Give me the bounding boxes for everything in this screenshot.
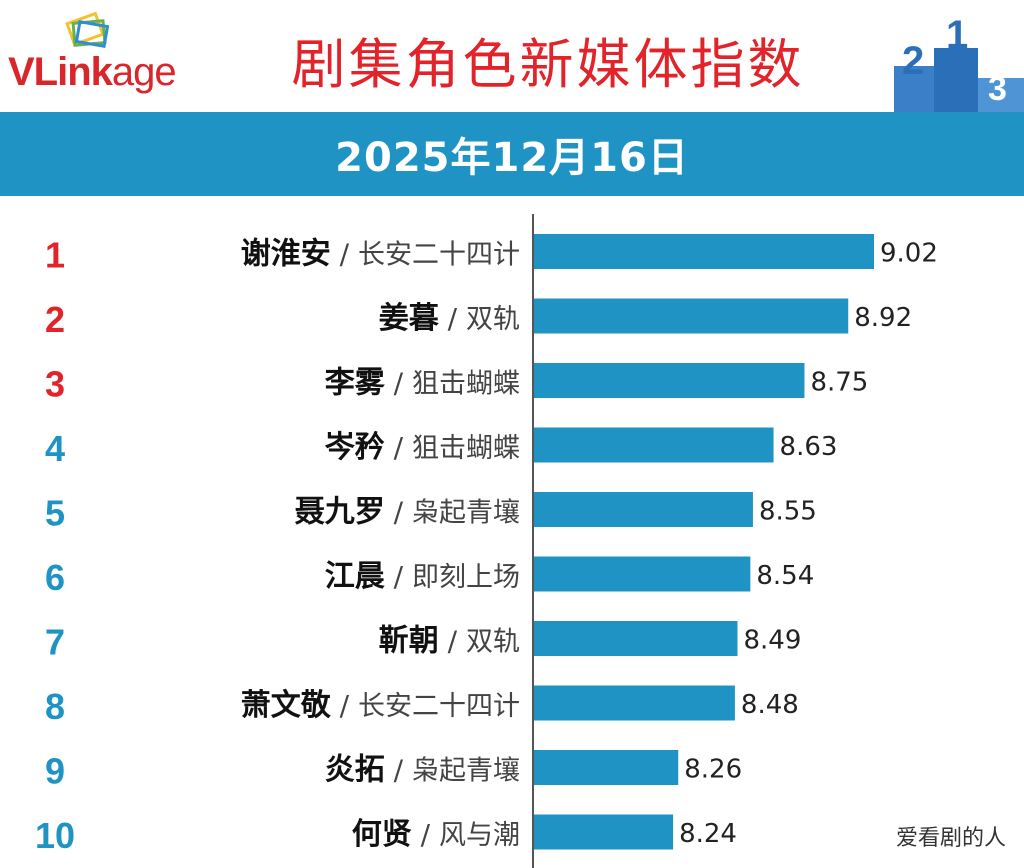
character-name: 岑矜 (325, 430, 385, 465)
character-name: 萧文敬 (241, 688, 332, 723)
row-label: 靳朝 / 双轨 (379, 624, 520, 659)
bar (534, 750, 679, 785)
podium-number-3: 3 (988, 70, 1007, 108)
podium-number-1: 1 (946, 13, 968, 57)
rank-number: 7 (45, 622, 65, 663)
label-separator: / (439, 302, 466, 335)
bar (534, 556, 751, 592)
character-name: 聂九罗 (295, 495, 385, 530)
row-label: 岑矜 / 狙击蝴蝶 (325, 430, 520, 465)
date-label: 2025年12月16日 (335, 135, 689, 181)
bar (534, 234, 874, 269)
drama-name: 长安二十四计 (358, 240, 520, 271)
value-label: 8.75 (810, 368, 868, 398)
row-label: 姜暮 / 双轨 (379, 301, 520, 336)
drama-name: 即刻上场 (412, 562, 520, 593)
rank-number: 3 (45, 364, 65, 405)
value-label: 8.26 (684, 755, 742, 785)
drama-name: 狙击蝴蝶 (412, 433, 520, 464)
label-separator: / (331, 238, 358, 271)
bar (534, 685, 735, 721)
character-name: 何贤 (352, 817, 412, 852)
label-separator: / (439, 625, 466, 658)
logo-wordmark: VLinkage (8, 50, 177, 94)
rank-number: 1 (45, 235, 65, 276)
rank-number: 6 (45, 557, 65, 598)
character-name: 姜暮 (379, 301, 440, 336)
bar (534, 427, 774, 463)
value-label: 8.92 (854, 303, 912, 333)
drama-name: 双轨 (466, 304, 520, 335)
bar (534, 363, 805, 398)
drama-name: 枭起青壤 (412, 498, 520, 529)
rank-number: 2 (45, 299, 65, 340)
drama-name: 双轨 (466, 627, 520, 658)
character-name: 江晨 (325, 559, 386, 594)
label-separator: / (385, 754, 412, 787)
logo-emblem-icon (65, 11, 110, 49)
character-name: 炎拓 (325, 753, 385, 788)
rank-number: 8 (45, 686, 65, 727)
value-label: 9.02 (880, 239, 938, 269)
rank-number: 4 (45, 428, 65, 469)
character-name: 李雾 (325, 366, 386, 401)
drama-name: 长安二十四计 (358, 691, 520, 722)
row-label: 李雾 / 狙击蝴蝶 (325, 366, 520, 401)
value-label: 8.55 (759, 497, 817, 527)
rank-number: 5 (45, 493, 65, 534)
row-label: 何贤 / 风与潮 (352, 817, 520, 852)
page-title: 剧集角色新媒体指数 (291, 33, 805, 96)
podium-number-2: 2 (902, 39, 924, 83)
value-label: 8.24 (679, 819, 737, 849)
value-label: 8.63 (780, 432, 838, 462)
row-label: 江晨 / 即刻上场 (325, 559, 520, 594)
rank-number: 9 (45, 751, 65, 792)
date-banner: 2025年12月16日 (0, 112, 1024, 196)
podium-icon: 2 1 3 (894, 13, 1024, 112)
drama-name: 狙击蝴蝶 (412, 369, 520, 400)
label-separator: / (385, 431, 412, 464)
bar (534, 814, 674, 850)
label-separator: / (331, 689, 358, 722)
drama-name: 风与潮 (439, 820, 520, 851)
watermark: 爱看剧的人 (891, 818, 1010, 854)
label-separator: / (385, 367, 412, 400)
value-label: 8.49 (743, 626, 801, 656)
bar (534, 621, 738, 656)
row-label: 萧文敬 / 长安二十四计 (241, 688, 520, 723)
vlinkage-logo: VLinkage (8, 11, 228, 94)
header: VLinkage 剧集角色新媒体指数 2 1 3 (0, 0, 1024, 112)
bar (534, 492, 753, 527)
ranking-bar-chart: 1 谢淮安 / 长安二十四计 9.02 2 姜暮 / 双轨 8.92 3 李雾 / 狙击蝴蝶 8… (35, 214, 938, 868)
drama-name: 枭起青壤 (412, 756, 520, 787)
character-name: 靳朝 (379, 624, 439, 659)
row-label: 炎拓 / 枭起青壤 (325, 753, 520, 788)
row-label: 聂九罗 / 枭起青壤 (295, 495, 520, 530)
label-separator: / (412, 818, 439, 851)
label-separator: / (385, 496, 412, 529)
value-label: 8.48 (741, 690, 799, 720)
character-name: 谢淮安 (241, 237, 331, 272)
rank-number: 10 (35, 815, 75, 856)
value-label: 8.54 (756, 561, 814, 591)
bar (534, 298, 849, 334)
row-label: 谢淮安 / 长安二十四计 (241, 237, 520, 272)
label-separator: / (385, 560, 412, 593)
